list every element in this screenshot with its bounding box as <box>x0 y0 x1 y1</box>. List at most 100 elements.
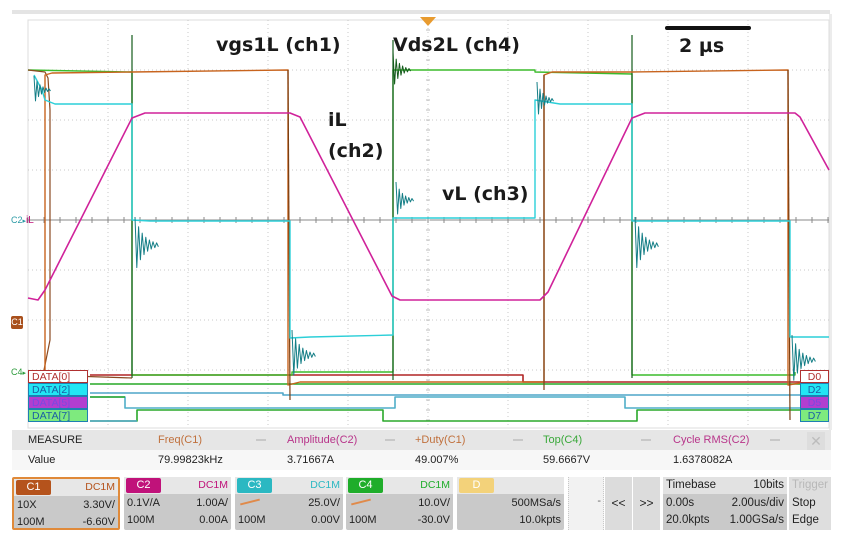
traces <box>27 35 830 422</box>
measure-item-4-value: 1.6378082A <box>673 454 733 466</box>
trace-ch3-ring-3 <box>291 329 316 376</box>
measure-item-0-name[interactable]: Freq(C1) <box>158 434 203 446</box>
annotation-ch4: Vds2L (ch4) <box>393 34 520 56</box>
measure-item-1-remove[interactable] <box>385 439 395 441</box>
trigger-type: Edge <box>792 514 819 526</box>
channel-c2-scale: 1.00A/ <box>196 497 228 509</box>
digital-label-d5[interactable]: DATA[5] <box>28 396 88 409</box>
channel-c3-coupling: DC1M <box>310 479 340 491</box>
channel-c1-coupling: DC1M <box>85 481 115 493</box>
waveform-display <box>27 17 830 429</box>
channel-c1-offset: -6.60V <box>82 516 115 528</box>
channel-c1-probe: 10X <box>17 499 37 511</box>
c1-marker[interactable]: C1 <box>11 316 23 329</box>
channel-c3-probe-icon <box>240 498 260 506</box>
annotation-ch2-line1: iL <box>328 109 347 131</box>
trace-ch3-ring-7 <box>791 334 816 381</box>
digital-label-d0[interactable]: DATA[0] <box>28 370 88 383</box>
trace-ch1-edge-3 <box>787 69 791 421</box>
digital-label-d2[interactable]: DATA[2] <box>28 383 88 396</box>
channel-panel-c4[interactable]: C4 DC1M 10.0V/ 100M -30.0V <box>346 477 453 530</box>
screen-right-edge <box>829 14 832 430</box>
channel-panel-c3[interactable]: C3 DC1M 25.0V/ 100M 0.00V <box>235 477 343 530</box>
channel-c2-probe: 0.1V/A <box>127 497 161 509</box>
trace-ch3-ring-5 <box>536 81 554 115</box>
c4-marker-label: C4 <box>11 367 23 377</box>
channel-c1-bandwidth: 100M <box>17 516 45 528</box>
channel-c4-offset: -30.0V <box>417 514 450 526</box>
measure-item-1-value: 3.71667A <box>287 454 335 466</box>
trace-ch1 <box>44 69 801 400</box>
timebase-panel[interactable]: Timebase 10bits 0.00s 2.00us/div 20.0kpts 1… <box>663 477 787 530</box>
measure-item-0-remove[interactable] <box>256 439 266 441</box>
measure-value-label: Value <box>28 454 56 466</box>
measure-close-icon[interactable]: ✕ <box>807 432 825 450</box>
digital-trace-d5 <box>90 396 800 409</box>
annotation-ch3: vL (ch3) <box>442 183 529 205</box>
trigger-label: Trigger <box>792 479 828 491</box>
channel-panel-c1[interactable]: C1 DC1M 10X 3.30V/ 100M -6.60V <box>12 477 120 530</box>
scroll-left-button[interactable]: << <box>605 477 632 530</box>
channel-c4-coupling: DC1M <box>420 479 450 491</box>
scale-bar <box>665 26 751 30</box>
channel-c3-tag: C3 <box>237 478 272 493</box>
trace-ch1-lowside <box>27 69 133 379</box>
measure-header-row: MEASURE Freq(C1) Amplitude(C2) +Duty(C1)… <box>12 430 831 450</box>
channel-c4-bandwidth: 100M <box>349 514 377 526</box>
c2-marker-label: C2 <box>11 215 23 225</box>
c4-marker[interactable]: C4▸ <box>11 367 27 378</box>
digital-tag-d0[interactable]: D0 <box>800 370 829 383</box>
nav-dash: - <box>597 495 601 507</box>
trace-ch3-ring-6 <box>634 216 659 269</box>
scroll-right-button[interactable]: >> <box>633 477 660 530</box>
digital-sample-rate: 500MSa/s <box>511 497 561 509</box>
measure-item-1-name[interactable]: Amplitude(C2) <box>287 434 358 446</box>
digital-tag-d2[interactable]: D2 <box>800 383 829 396</box>
digital-trace-d7 <box>90 409 800 422</box>
channel-c3-offset: 0.00V <box>311 514 340 526</box>
trace-ch3-ring-2 <box>134 216 159 269</box>
trace-ch4-ringing <box>392 51 412 85</box>
digital-panel[interactable]: D 500MSa/s 10.0kpts <box>457 477 564 530</box>
measure-item-2-remove[interactable] <box>513 439 523 441</box>
annotation-ch2-line2: (ch2) <box>328 140 384 162</box>
digital-tag-d5[interactable]: D5 <box>800 396 829 409</box>
channel-c4-scale: 10.0V/ <box>418 497 450 509</box>
channel-panel-c2[interactable]: C2 DC1M 0.1V/A 1.00A/ 100M 0.00A <box>124 477 231 530</box>
trace-ch2 <box>27 112 830 301</box>
scale-bar-label: 2 µs <box>679 35 725 57</box>
digital-tag: D <box>459 478 494 493</box>
measure-item-2-value: 49.007% <box>415 454 459 466</box>
top-bar <box>12 10 830 14</box>
timebase-sample-rate: 1.00GSa/s <box>729 514 784 526</box>
measure-item-3-value: 59.6667V <box>543 454 591 466</box>
digital-label-d7[interactable]: DATA[7] <box>28 409 88 422</box>
timebase-bits: 10bits <box>753 479 784 491</box>
measure-value-row: Value 79.99823kHz 3.71667A 49.007% 59.66… <box>12 450 831 470</box>
channel-c3-scale: 25.0V/ <box>308 497 340 509</box>
digital-trace-d2 <box>90 392 800 396</box>
trigger-state: Stop <box>792 497 816 509</box>
measure-item-4-remove[interactable] <box>770 439 780 441</box>
channel-c2-bandwidth: 100M <box>127 514 155 526</box>
timebase-label: Timebase <box>666 479 717 491</box>
channel-c1-scale: 3.30V/ <box>83 499 115 511</box>
digital-tag-d7[interactable]: D7 <box>800 409 829 422</box>
measure-item-4-name[interactable]: Cycle RMS(C2) <box>673 434 750 446</box>
channel-c2-coupling: DC1M <box>198 479 228 491</box>
measure-item-3-remove[interactable] <box>641 439 651 441</box>
measure-panel: MEASURE Freq(C1) Amplitude(C2) +Duty(C1)… <box>12 430 831 470</box>
measure-item-2-name[interactable]: +Duty(C1) <box>415 434 466 446</box>
c2-marker-name: iL <box>26 215 34 226</box>
trigger-position-marker[interactable] <box>420 17 436 26</box>
channel-c2-tag: C2 <box>126 478 161 493</box>
channel-c4-probe-icon <box>351 498 371 506</box>
trace-ch3-ring-1 <box>33 75 51 102</box>
digital-trace-d0 <box>90 374 800 383</box>
c2-marker[interactable]: C2▸iL <box>11 215 34 226</box>
measure-item-3-name[interactable]: Top(C4) <box>543 434 583 446</box>
channel-c3-bandwidth: 100M <box>238 514 266 526</box>
timebase-scale: 2.00us/div <box>731 497 784 509</box>
trace-ch3-ring-4 <box>395 181 415 215</box>
trigger-panel[interactable]: Trigger Stop Edge <box>789 477 831 530</box>
